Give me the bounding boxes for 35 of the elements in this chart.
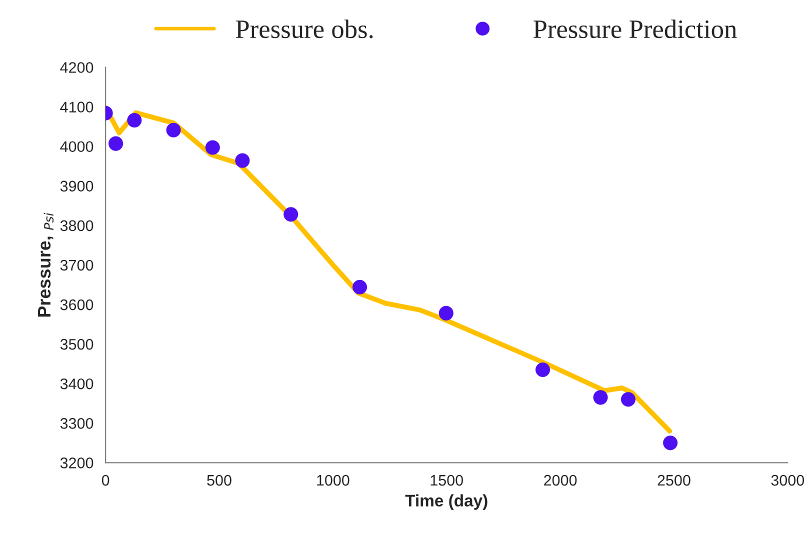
y-tick-label: 3900 bbox=[60, 180, 94, 192]
x-tick-label: 500 bbox=[207, 474, 232, 486]
point bbox=[235, 153, 250, 168]
y-tick-label: 3200 bbox=[60, 458, 94, 468]
point bbox=[166, 122, 181, 138]
point bbox=[108, 136, 124, 151]
line-series bbox=[106, 105, 672, 434]
point bbox=[284, 207, 298, 222]
legend-label: Pressure obs. bbox=[236, 20, 373, 38]
y-tick-label: 3400 bbox=[60, 378, 94, 390]
x-tick-label: 2000 bbox=[544, 474, 577, 486]
point bbox=[205, 140, 220, 155]
point bbox=[352, 280, 368, 294]
y-tick-label: 3800 bbox=[60, 220, 94, 232]
x-tick-label: 2500 bbox=[658, 474, 690, 486]
point bbox=[593, 390, 608, 405]
y-tick-label: 3600 bbox=[60, 299, 94, 310]
y-tick-label: 3300 bbox=[60, 418, 94, 429]
point bbox=[535, 362, 550, 378]
point bbox=[127, 112, 142, 128]
x-tick-label: 1500 bbox=[430, 474, 463, 486]
y-tick-label: 3500 bbox=[60, 338, 94, 350]
legend-label: Pressure Prediction bbox=[534, 20, 737, 38]
x-axis-title: Time (day) bbox=[405, 494, 488, 510]
point bbox=[438, 306, 454, 320]
y-axis-title: Pressure, $_{Psi}$ bbox=[38, 212, 54, 317]
y-tick-label: 4000 bbox=[60, 141, 94, 152]
y-tick-label: 4100 bbox=[60, 102, 94, 112]
point bbox=[620, 392, 636, 407]
x-tick-label: 1000 bbox=[317, 474, 350, 486]
y-tick-label: 4200 bbox=[60, 62, 94, 73]
x-tick-label: 3000 bbox=[771, 474, 804, 486]
x-tick-label: 0 bbox=[102, 474, 110, 486]
point bbox=[663, 436, 678, 450]
y-tick-label: 3700 bbox=[60, 260, 94, 271]
